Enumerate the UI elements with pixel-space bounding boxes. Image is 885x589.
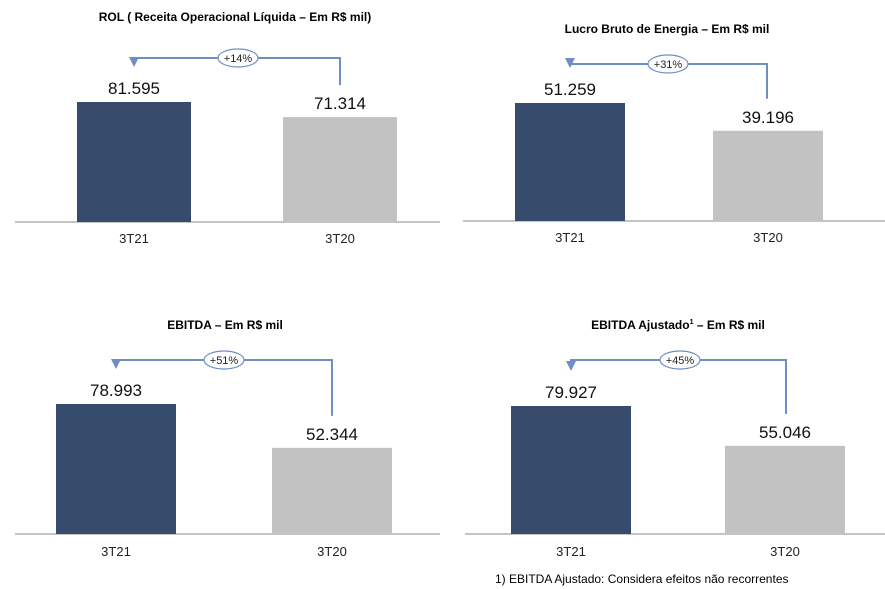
chart-title: EBITDA Ajustado1 – Em R$ mil: [591, 318, 765, 332]
chart-title: Lucro Bruto de Energia – Em R$ mil: [564, 22, 770, 36]
change-percent-label: +14%: [224, 53, 253, 65]
footnote: 1) EBITDA Ajustado: Considera efeitos nã…: [495, 572, 789, 586]
value-label: 55.046: [759, 423, 811, 442]
chart-panel-rol: ROL ( Receita Operacional Líquida – Em R…: [0, 0, 440, 260]
change-arrow-head: [129, 57, 139, 67]
bar-chart-svg: 79.927 3T21 55.046 3T20 +45%: [465, 350, 885, 559]
change-arrow-line: [134, 57, 341, 86]
bar-3t21: [77, 102, 191, 222]
bar-chart-svg: 51.259 3T21 39.196 3T20 +31%: [463, 54, 885, 245]
bar-3t20: [283, 117, 397, 222]
change-arrow-line: [116, 359, 333, 416]
bar-3t20: [272, 447, 392, 534]
change-arrow-head: [111, 359, 121, 369]
chart-title: ROL ( Receita Operacional Líquida – Em R…: [98, 10, 372, 24]
category-label: 3T21: [101, 544, 131, 559]
bar-chart-svg: 81.595 3T21 71.314 3T20 +14%: [15, 48, 440, 246]
change-arrow-head: [565, 58, 575, 68]
value-label: 71.314: [314, 94, 366, 113]
bar-3t21: [56, 404, 176, 534]
category-label: 3T21: [555, 230, 585, 245]
change-badge: [659, 350, 701, 370]
chart-title: EBITDA – Em R$ mil: [167, 318, 283, 332]
chart-panel-ebitda-ajustado: EBITDA Ajustado1 – Em R$ mil 79.927 3T21 5…: [445, 300, 885, 570]
chart-panel-ebitda: EBITDA – Em R$ mil 78.993 3T21 52.344 3T20 +…: [0, 300, 440, 570]
category-label: 3T20: [325, 231, 355, 246]
value-label: 39.196: [742, 108, 794, 127]
bar-3t20: [713, 130, 823, 221]
change-percent-label: +31%: [654, 59, 683, 71]
bar-3t21: [511, 406, 631, 534]
category-label: 3T21: [556, 544, 586, 559]
category-label: 3T20: [770, 544, 800, 559]
category-label: 3T20: [317, 544, 347, 559]
bar-3t20: [725, 445, 845, 534]
change-percent-label: +45%: [666, 355, 695, 367]
value-label: 78.993: [90, 381, 142, 400]
value-label: 81.595: [108, 79, 160, 98]
change-arrow-head: [566, 361, 576, 371]
value-label: 79.927: [545, 383, 597, 402]
chart-panel-lucro-bruto: Lucro Bruto de Energia – Em R$ mil 51.25…: [445, 0, 885, 260]
bar-chart-svg: 78.993 3T21 52.344 3T20 +51%: [15, 350, 440, 559]
change-badge: [217, 48, 259, 68]
category-label: 3T21: [119, 231, 149, 246]
category-label: 3T20: [753, 230, 783, 245]
change-percent-label: +51%: [210, 355, 239, 367]
change-badge: [203, 350, 245, 370]
value-label: 52.344: [306, 425, 358, 444]
bar-3t21: [515, 103, 625, 221]
change-badge: [647, 54, 689, 74]
footnote-marker: 1: [689, 319, 694, 326]
value-label: 51.259: [544, 80, 596, 99]
